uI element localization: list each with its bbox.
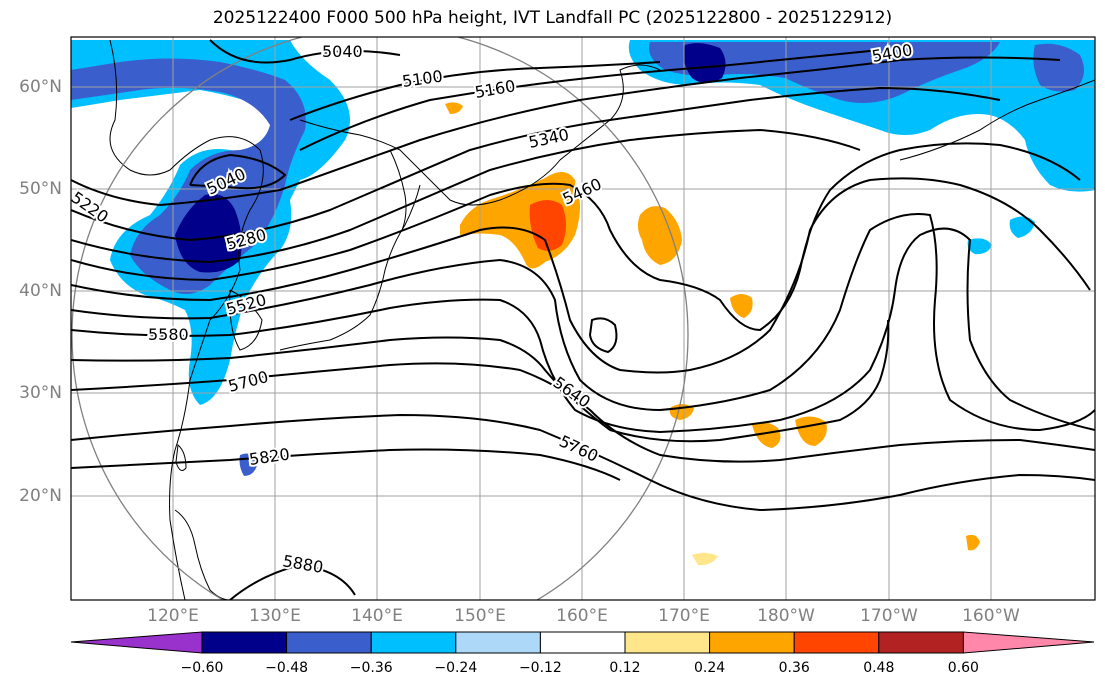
lat-label-50n: 50°N — [19, 179, 62, 199]
colorbar-tick: 0.12 — [609, 660, 641, 676]
ivt-pos-region-east2 — [730, 294, 753, 318]
coast-russia-east — [299, 64, 661, 206]
ivt-pos-region-east1 — [637, 206, 682, 265]
lat-label-30n: 30°N — [19, 383, 62, 403]
contour-5520 — [71, 213, 1095, 432]
contour-5760 — [71, 413, 1095, 512]
contour-5880 — [229, 563, 356, 600]
contour-label: 5040 — [322, 42, 363, 61]
colorbar-tick: −0.12 — [518, 660, 562, 676]
lat-label-60n: 60°N — [19, 77, 62, 97]
ivt-pos-region-small1 — [445, 102, 463, 114]
range-circle — [71, 37, 689, 600]
colorbar-tick: −0.48 — [265, 660, 309, 676]
colorbar-tick: 0.60 — [947, 660, 979, 676]
colorbar-bin — [624, 631, 711, 654]
lon-label-170w: 170°W — [860, 606, 918, 626]
lon-label-130e: 130°E — [249, 606, 301, 626]
contour-5700 — [71, 362, 1095, 463]
colorbar — [70, 631, 1095, 654]
colorbar-tick: −0.24 — [434, 660, 478, 676]
contour-5040-west — [189, 153, 287, 190]
contour-small-loop — [588, 317, 618, 354]
height-contours — [71, 39, 1095, 600]
ivt-pos-region-east3 — [752, 422, 781, 448]
colorbar-extend-low — [70, 631, 203, 654]
contour-5640 — [71, 319, 890, 443]
colorbar-tick: −0.36 — [349, 660, 393, 676]
colorbar-bin — [878, 631, 964, 654]
ivt-neg-core-north — [683, 43, 726, 83]
ivt-pos-core-central — [529, 200, 566, 251]
contour-5460 — [71, 177, 1091, 374]
contour-5160 — [299, 49, 881, 151]
contour-5580 — [71, 227, 1095, 434]
coast-taiwan — [175, 443, 187, 471]
lon-label-120e: 120°E — [147, 606, 199, 626]
ivt-neg-region-east-small — [967, 238, 992, 255]
ivt-neg-region-northwest-mid — [71, 58, 306, 294]
lat-label-20n: 20°N — [19, 486, 62, 506]
colorbar-bin — [370, 631, 457, 654]
ivt-neg-core-west — [175, 194, 242, 273]
contour-5220 — [71, 56, 1061, 207]
ivt-neg-region-north-mid — [649, 42, 1000, 104]
ivt-positive-shading — [445, 102, 980, 566]
colorbar-bin — [286, 631, 372, 654]
map-frame — [70, 36, 1096, 601]
colorbar-bin — [539, 631, 626, 654]
ivt-neg-region-east — [1009, 216, 1035, 238]
ivt-pos-region-small2 — [692, 552, 718, 566]
contour-5400 — [71, 142, 1081, 332]
ivt-negative-shading — [71, 40, 1095, 476]
lon-label-180w: 180°W — [757, 606, 815, 626]
lon-label-140e: 140°E — [351, 606, 403, 626]
coast-sakhalin — [389, 149, 407, 231]
coast-japan — [279, 184, 421, 351]
lon-label-170e: 170°E — [658, 606, 710, 626]
lon-label-160w: 160°W — [962, 606, 1020, 626]
colorbar-bin — [455, 631, 541, 654]
colorbar-tick: 0.36 — [778, 660, 810, 676]
colorbar-bin — [709, 631, 795, 654]
graticule — [71, 37, 1095, 600]
ivt-pos-region-small3 — [966, 534, 980, 551]
ivt-neg-region-northeast — [1033, 43, 1084, 92]
contour-5100 — [289, 61, 661, 121]
coast-korea — [229, 289, 263, 351]
contour-label: 5580 — [148, 325, 189, 344]
contour-5040-north — [209, 39, 401, 64]
colorbar-bin — [793, 631, 880, 654]
coast-asia-mainland — [109, 39, 264, 600]
coastlines — [109, 39, 1095, 600]
coast-alaska — [899, 79, 1095, 161]
lon-label-160e: 160°E — [556, 606, 608, 626]
colorbar-tick: −0.60 — [180, 660, 224, 676]
map-title: 2025122400 F000 500 hPa height, IVT Land… — [212, 8, 893, 28]
lat-label-40n: 40°N — [19, 281, 62, 301]
contour-5820 — [71, 448, 621, 481]
colorbar-tick: 0.24 — [694, 660, 726, 676]
colorbar-bin — [201, 631, 288, 654]
contour-5280 — [71, 86, 1001, 242]
lon-label-150e: 150°E — [454, 606, 506, 626]
colorbar-extend-high — [962, 631, 1095, 654]
contour-5340 — [71, 128, 861, 264]
colorbar-tick: 0.48 — [863, 660, 895, 676]
